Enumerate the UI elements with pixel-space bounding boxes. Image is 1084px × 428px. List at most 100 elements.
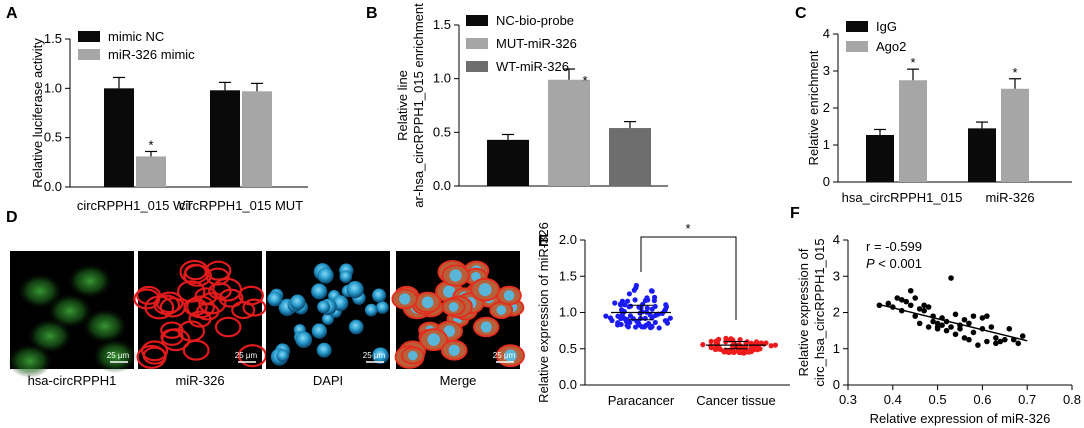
- panel-f-data-point: [916, 306, 923, 312]
- panel-f-data-point: [948, 324, 954, 330]
- merged-nucleus: [443, 285, 456, 298]
- panel-c-bar: [899, 80, 927, 182]
- panel-e-data-point: [612, 300, 618, 306]
- panel-f-y-axis-label-line2: circ_hsa_circRPPH1_015: [812, 238, 827, 386]
- panel-f-data-point: [984, 338, 990, 345]
- blue-nucleus: [346, 281, 364, 299]
- panel-c-y-tick-label: 1: [823, 137, 830, 152]
- panel-e-data-point: [708, 343, 714, 349]
- panel-f-data-point: [921, 302, 927, 309]
- panel-e-data-point: [731, 349, 737, 356]
- blue-nucleus: [295, 331, 313, 349]
- panel-e-data-point: [716, 336, 722, 342]
- panel-e-y-tick-label: 1.0: [559, 305, 577, 320]
- panel-a-x-tick-label: circRPPH1_015 MUT: [179, 198, 303, 213]
- panel-label-b: B: [366, 5, 378, 22]
- panel-f-data-point: [876, 302, 883, 309]
- blue-nucleus: [348, 319, 364, 335]
- panel-e-data-point: [721, 348, 727, 354]
- blue-nucleus: [267, 291, 283, 307]
- panel-e-data-point: [753, 344, 759, 351]
- image-caption: miR-326: [175, 373, 224, 388]
- merged-nucleus: [448, 344, 460, 356]
- panel-c-legend-label: IgG: [876, 19, 897, 34]
- panel-b-y-axis-label-line2: ar-hsa_circRPPH1_015 enrichment: [411, 3, 426, 208]
- panel-a-y-tick-label: 0.0: [44, 179, 62, 194]
- red-cell-outline: [133, 288, 161, 310]
- panel-b-legend-swatch: [466, 15, 488, 26]
- panel-e-data-point: [746, 349, 752, 355]
- panel-e-data-point: [758, 340, 764, 346]
- panel-e-data-point: [624, 322, 630, 329]
- green-cell-blob: [28, 319, 72, 353]
- panel-f-data-point: [975, 342, 981, 348]
- panel-b-y-axis-label-line1: Relative line: [395, 70, 410, 141]
- panel-b-y-tick-label: 0.5: [433, 124, 451, 139]
- blue-nucleus: [289, 294, 306, 311]
- panel-c-x-tick-label: miR-326: [985, 190, 1034, 205]
- panel-label-f: F: [790, 205, 800, 222]
- panel-c-legend-label: Ago2: [876, 39, 906, 54]
- panel-e-data-point: [652, 319, 658, 326]
- green-cell-blob: [18, 274, 62, 308]
- red-cell-outline: [141, 340, 169, 362]
- panel-c-y-tick-label: 4: [823, 26, 830, 41]
- panel-e-data-point: [768, 343, 774, 349]
- panel-f-data-point: [979, 315, 986, 321]
- panel-c-significance-label: *: [910, 55, 915, 70]
- dapi-image: 25 μm DAPI: [266, 251, 390, 388]
- panel-a-y-axis-label: Relative luciferase activity: [30, 38, 45, 188]
- panel-b-significance-label: *: [582, 73, 587, 88]
- panel-a-bar: [210, 90, 240, 187]
- panel-b-legend-label: MUT-miR-326: [496, 36, 577, 51]
- panel-a-y-tick-label: 1.5: [44, 31, 62, 46]
- panel-e-y-tick-label: 2.0: [559, 232, 577, 247]
- panel-e-data-point: [627, 313, 634, 319]
- panel-e-data-point: [649, 315, 655, 321]
- panel-f-data-point: [970, 329, 977, 336]
- scale-bar-label: 25 μm: [235, 351, 258, 360]
- panel-f-data-point: [1015, 340, 1022, 347]
- panel-label-d: D: [6, 209, 18, 226]
- merged-nucleus: [448, 302, 459, 312]
- panel-e-data-point: [664, 320, 671, 326]
- panel-c-y-tick-label: 0: [823, 174, 830, 189]
- red-cell-outline: [242, 298, 267, 317]
- panel-b-legend-label: NC-bio-probe: [496, 13, 574, 28]
- panel-f-x-tick-label: 0.8: [1063, 392, 1081, 407]
- panel-f-y-tick-label: 2: [833, 305, 840, 320]
- hsa-circrpph1-image: 25 μm hsa-circRPPH1: [8, 251, 137, 388]
- panel-e-data-point: [737, 337, 743, 343]
- panel-c-x-tick-label: hsa_circRPPH1_015: [842, 190, 963, 205]
- panel-c-bar: [1001, 88, 1029, 182]
- red-cell-outline: [214, 316, 242, 338]
- panel-e-data-point: [772, 342, 778, 348]
- panel-f-data-point: [921, 307, 927, 314]
- blue-nucleus: [316, 342, 332, 358]
- panel-b-bar-chart: B 0.0 0.5 1.0 1.5 Relative line ar-hsa_circRP…: [366, 3, 668, 208]
- panel-e-data-point: [641, 324, 647, 330]
- scale-bar-label: 25 μm: [493, 351, 516, 360]
- panel-f-x-tick-label: 0.5: [929, 392, 947, 407]
- red-cell-outline: [179, 259, 210, 285]
- panel-f-x-tick-label: 0.3: [839, 392, 857, 407]
- panel-b-bar: [609, 128, 651, 186]
- merged-nucleus: [399, 293, 411, 305]
- panel-f-y-tick-label: 4: [833, 232, 840, 247]
- panel-e-data-point: [656, 325, 662, 331]
- panel-f-data-point: [916, 320, 923, 327]
- panel-e-data-point: [730, 345, 736, 351]
- panel-e-y-tick-label: 0.0: [559, 377, 577, 392]
- panel-f-data-point: [885, 300, 892, 307]
- panel-f-data-point: [943, 327, 950, 334]
- panel-e-data-point: [667, 315, 673, 321]
- scale-bar-label: 25 μm: [107, 351, 130, 360]
- panel-a-y-tick-label: 0.5: [44, 130, 62, 145]
- panel-f-data-point: [907, 287, 914, 294]
- panel-f-data-point: [988, 324, 995, 330]
- merged-nucleus: [407, 350, 418, 361]
- scale-bar-label: 25 μm: [363, 351, 386, 360]
- panel-f-y-tick-label: 3: [833, 268, 840, 283]
